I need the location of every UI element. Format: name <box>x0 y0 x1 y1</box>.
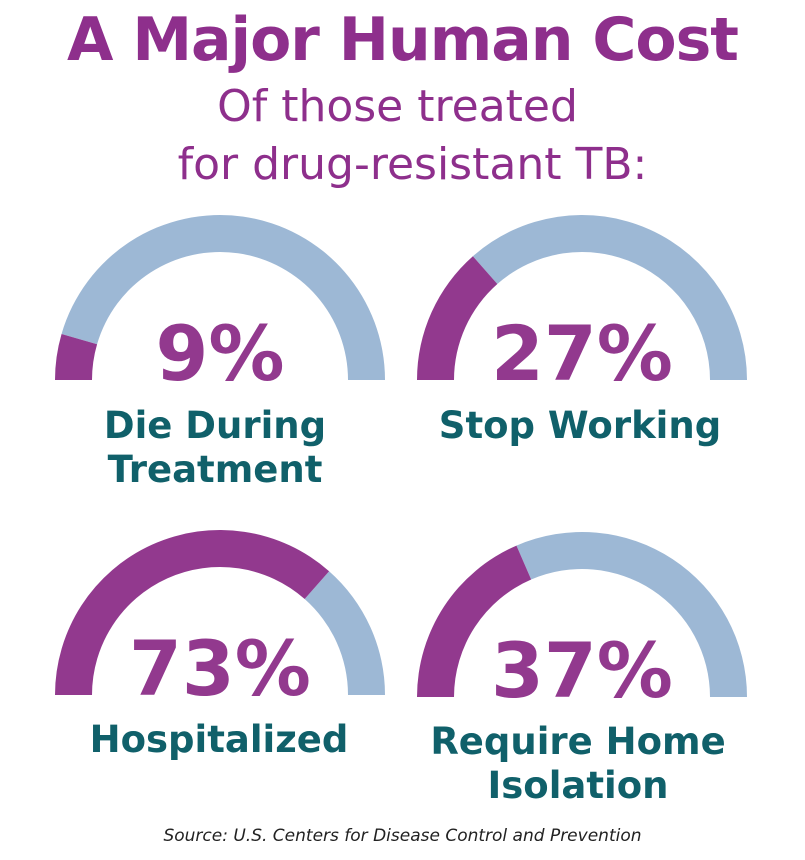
gauge-value-arc-stop-working <box>417 256 498 380</box>
gauge-stop-working: 27% <box>417 214 747 398</box>
gauge-label-hospitalized: Hospitalized <box>64 718 374 762</box>
subtitle-line-2: for drug-resistant TB: <box>177 139 648 190</box>
gauge-label-line: Treatment <box>107 448 323 491</box>
gauge-label-line: Stop Working <box>438 404 722 447</box>
gauge-label-line: Isolation <box>487 764 669 807</box>
gauge-track-require-home-isolation <box>516 531 747 697</box>
gauge-track-die-during-treatment <box>61 214 386 380</box>
gauge-track-stop-working <box>472 214 747 380</box>
gauge-label-line: Die During <box>103 404 327 447</box>
gauge-value-text-require-home-isolation: 37% <box>491 626 673 715</box>
gauge-die-during-treatment: 9% <box>55 214 386 398</box>
gauge-value-text-die-during-treatment: 9% <box>155 309 284 398</box>
source-note: Source: U.S. Centers for Disease Control… <box>163 826 642 846</box>
gauge-label-line: Require Home <box>430 720 726 763</box>
gauge-hospitalized: 73% <box>55 529 385 713</box>
gauge-value-arc-hospitalized <box>55 529 330 695</box>
subtitle-line-1: Of those treated <box>217 81 578 132</box>
gauge-track-hospitalized <box>304 571 385 695</box>
gauge-label-line: Hospitalized <box>89 718 349 761</box>
gauge-require-home-isolation: 37% <box>417 531 747 715</box>
gauge-value-arc-die-during-treatment <box>55 333 98 380</box>
gauge-label-require-home-isolation: Require Home Isolation <box>423 720 733 808</box>
gauge-value-arc-require-home-isolation <box>417 545 532 697</box>
gauge-label-die-during-treatment: Die During Treatment <box>60 404 370 492</box>
page-title: A Major Human Cost <box>67 5 739 75</box>
gauge-value-text-hospitalized: 73% <box>129 624 311 713</box>
gauge-value-text-stop-working: 27% <box>491 309 673 398</box>
gauge-label-stop-working: Stop Working <box>425 404 735 448</box>
